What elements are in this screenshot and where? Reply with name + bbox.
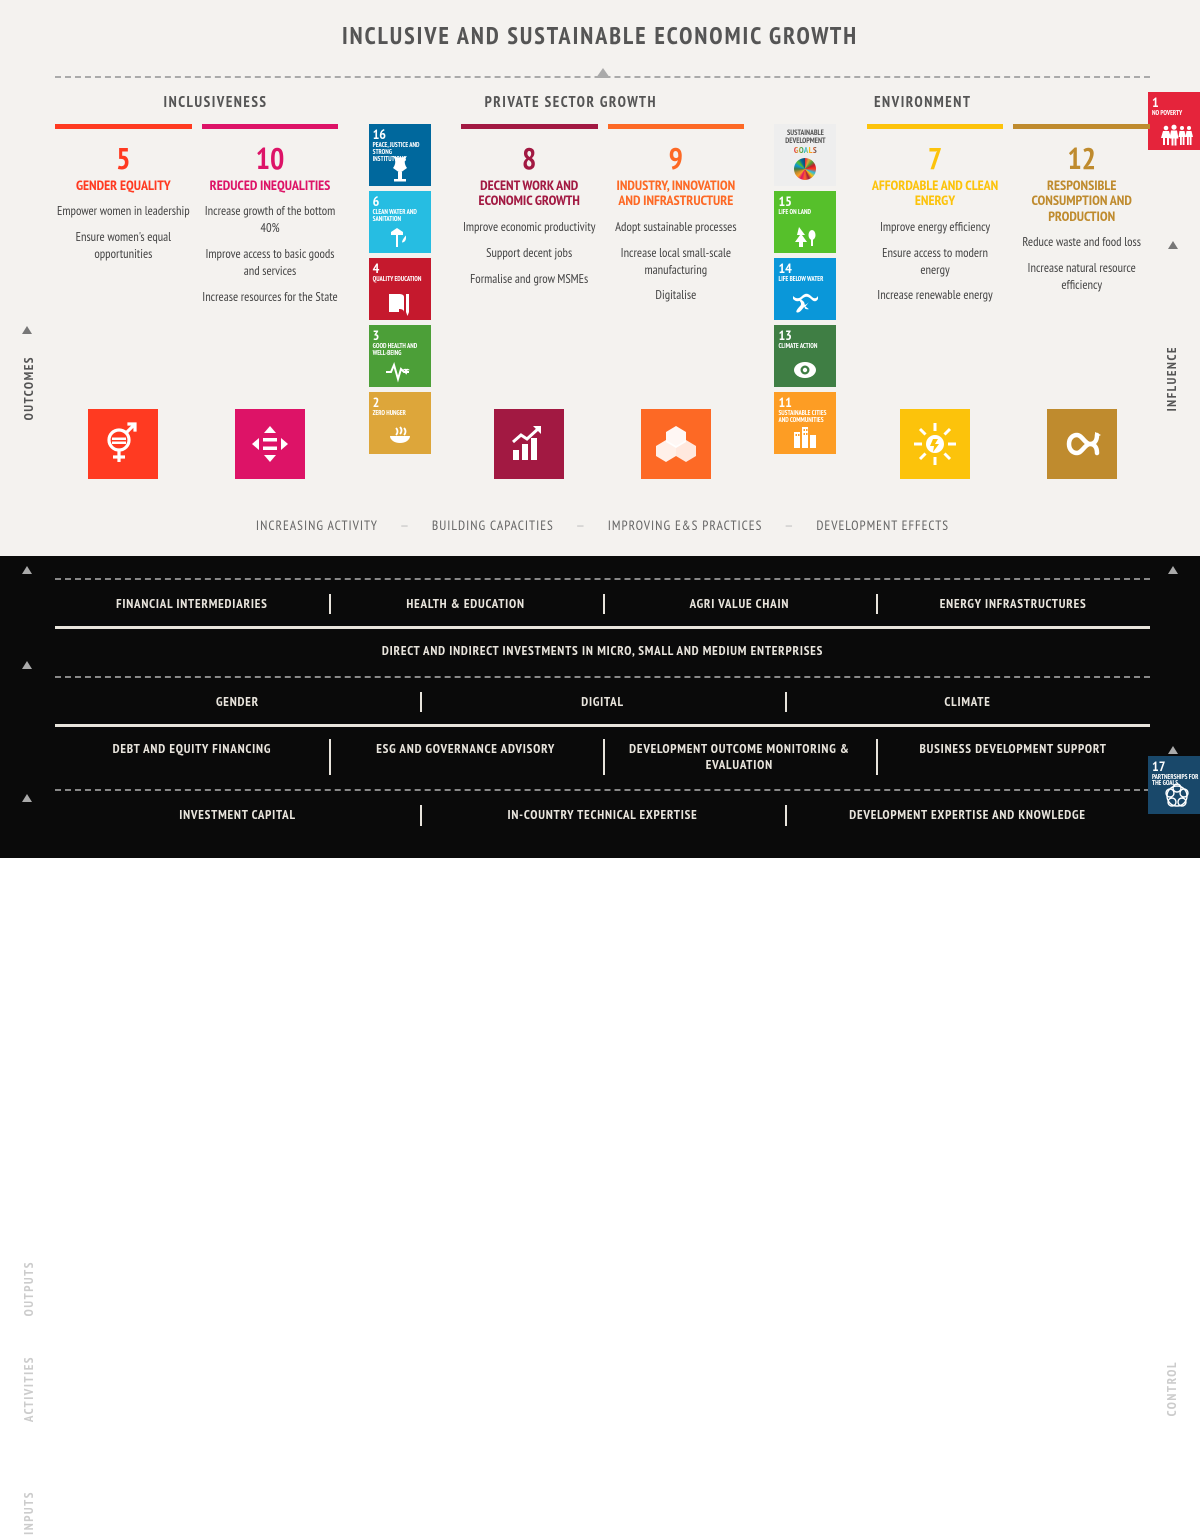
arrow-up-icon bbox=[22, 794, 32, 802]
col-points: Empower women in leadershipEnsure women'… bbox=[55, 203, 192, 272]
people-icon bbox=[1148, 124, 1200, 146]
sdg-tile-4: 4QUALITY EDUCATION bbox=[369, 258, 431, 320]
vlabel-outputs: OUTPUTS bbox=[20, 1261, 37, 1316]
gender-equality-icon bbox=[88, 409, 158, 479]
vlabel-influence: INFLUENCE bbox=[1163, 346, 1180, 411]
activities-row-2: DEBT AND EQUITY FINANCING ESG AND GOVERN… bbox=[55, 731, 1150, 784]
sdg-tile-16: 16PEACE, JUSTICE AND STRONG INSTITUTIONS bbox=[369, 124, 431, 186]
partnerships-icon bbox=[1148, 782, 1200, 810]
clean-energy-icon bbox=[900, 409, 970, 479]
vlabel-outcomes: OUTCOMES bbox=[20, 356, 37, 420]
arrow-up-icon bbox=[1168, 746, 1178, 754]
col-sdg10: 10 REDUCED INEQUALITIES Increase growth … bbox=[202, 124, 339, 479]
col-sdg7: 7 AFFORDABLE AND CLEAN ENERGY Improve en… bbox=[867, 124, 1004, 479]
col-sdg8: 8 DECENT WORK AND ECONOMIC GROWTH Improv… bbox=[461, 124, 598, 479]
arrow-up-icon bbox=[1168, 241, 1178, 249]
activities-row-1: GENDER DIGITAL CLIMATE bbox=[55, 684, 1150, 720]
divider-top bbox=[55, 76, 1150, 78]
outputs-row-1: FINANCIAL INTERMEDIARIES HEALTH & EDUCAT… bbox=[55, 586, 1150, 622]
vlabel-inputs: INPUTS bbox=[20, 1491, 37, 1535]
section-headers: INCLUSIVENESS PRIVATE SECTOR GROWTH ENVI… bbox=[55, 78, 1150, 124]
industry-icon bbox=[641, 409, 711, 479]
upper-diagram: OUTCOMES INFLUENCE 1 NO POVERTY INCLUSIV… bbox=[0, 76, 1200, 556]
col-sdg5: 5 GENDER EQUALITY Empower women in leade… bbox=[55, 124, 192, 479]
sdg-tile-13: 13CLIMATE ACTION bbox=[774, 325, 836, 387]
sdg-stack-left: 16PEACE, JUSTICE AND STRONG INSTITUTIONS… bbox=[348, 124, 451, 454]
lower-diagram: OUTPUTS ACTIVITIES INPUTS CONTROL FINANC… bbox=[0, 556, 1200, 862]
sdg-tile-3: 3GOOD HEALTH AND WELL-BEING bbox=[369, 325, 431, 387]
inputs-row: INVESTMENT CAPITAL IN-COUNTRY TECHNICAL … bbox=[55, 797, 1150, 833]
reduced-inequalities-icon bbox=[235, 409, 305, 479]
infographic-root: INCLUSIVE AND SUSTAINABLE ECONOMIC GROWT… bbox=[0, 0, 1200, 862]
outputs-row-2: DIRECT AND INDIRECT INVESTMENTS IN MICRO… bbox=[55, 633, 1150, 669]
mid-labels: INCREASING ACTIVITY— BUILDING CAPACITIES… bbox=[55, 504, 1150, 556]
vlabel-activities: ACTIVITIES bbox=[20, 1356, 37, 1422]
sdg-stack-right: SUSTAINABLE DEVELOPMENTGOALS15LIFE ON LA… bbox=[754, 124, 857, 454]
arrow-up-icon bbox=[22, 326, 32, 334]
sdg-tile-14: 14LIFE BELOW WATER bbox=[774, 258, 836, 320]
sdg-badge-1: 1 NO POVERTY bbox=[1148, 92, 1200, 150]
sdg-tile-6: 6CLEAN WATER AND SANITATION bbox=[369, 191, 431, 253]
infinity-icon bbox=[1047, 409, 1117, 479]
vlabel-control: CONTROL bbox=[1163, 1361, 1180, 1416]
arrow-up-icon bbox=[1168, 566, 1178, 574]
sdg-logo-tile: SUSTAINABLE DEVELOPMENTGOALS bbox=[774, 124, 836, 186]
sdg-badge-17: 17 PARTNERSHIPS FOR THE GOALS bbox=[1148, 756, 1200, 814]
sdg-tile-11: 11SUSTAINABLE CITIES AND COMMUNITIES bbox=[774, 392, 836, 454]
sdg-tile-2: 2ZERO HUNGER bbox=[369, 392, 431, 454]
main-columns: 5 GENDER EQUALITY Empower women in leade… bbox=[55, 124, 1150, 504]
page-title: INCLUSIVE AND SUSTAINABLE ECONOMIC GROWT… bbox=[0, 0, 1200, 76]
col-sdg12: 12 RESPONSIBLE CONSUMPTION AND PRODUCTIO… bbox=[1013, 124, 1150, 479]
arrow-up-icon bbox=[22, 661, 32, 669]
arrow-up-icon bbox=[22, 566, 32, 574]
col-sdg9: 9 INDUSTRY, INNOVATION AND INFRASTRUCTUR… bbox=[608, 124, 745, 479]
sdg-tile-15: 15LIFE ON LAND bbox=[774, 191, 836, 253]
economic-growth-icon bbox=[494, 409, 564, 479]
